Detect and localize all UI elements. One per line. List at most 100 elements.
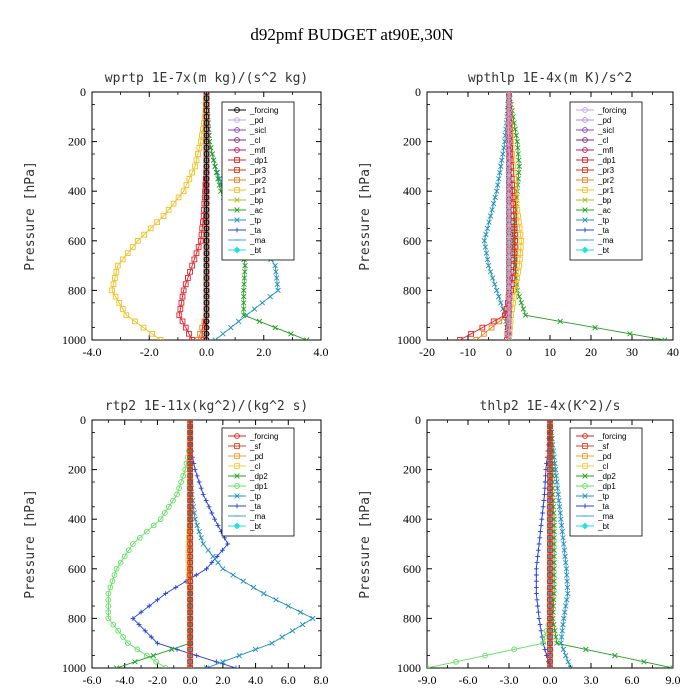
data-point xyxy=(187,454,193,461)
x-tick-label: 4.0 xyxy=(314,345,329,359)
series-ac xyxy=(506,92,668,340)
legend-entry: _dp1 xyxy=(228,156,268,165)
data-point xyxy=(557,510,563,516)
legend-entry: _tp xyxy=(228,216,262,225)
data-point xyxy=(110,621,117,628)
legend-marker xyxy=(234,187,240,193)
data-point xyxy=(162,665,169,668)
data-point xyxy=(187,547,193,554)
data-point xyxy=(250,584,257,591)
data-point xyxy=(511,231,518,238)
data-point xyxy=(115,627,122,634)
data-point xyxy=(166,503,172,510)
data-point xyxy=(213,659,219,665)
data-point xyxy=(203,275,210,281)
legend-label: _tp xyxy=(249,492,262,501)
x-tick-label: 8.0 xyxy=(314,673,329,687)
data-point xyxy=(564,584,571,591)
data-point xyxy=(187,528,193,535)
data-point xyxy=(547,652,553,659)
data-point xyxy=(520,306,527,312)
legend-entry: _ta xyxy=(576,226,610,235)
data-point xyxy=(187,665,193,668)
legend-marker xyxy=(582,197,588,203)
legend-label: _tp xyxy=(249,216,262,225)
data-point xyxy=(192,467,198,472)
data-point xyxy=(557,318,563,325)
data-point xyxy=(216,182,223,188)
data-point xyxy=(148,634,154,640)
data-point xyxy=(509,182,515,188)
x-tick-label: -6.0 xyxy=(83,673,102,687)
data-point xyxy=(516,163,522,170)
legend-label: _pr1 xyxy=(597,186,615,195)
data-point xyxy=(522,312,529,318)
data-point xyxy=(105,609,112,616)
data-point xyxy=(537,622,543,627)
legend-marker xyxy=(581,246,589,254)
data-point xyxy=(251,306,258,312)
data-point xyxy=(203,206,210,213)
data-point xyxy=(544,653,549,658)
data-point xyxy=(506,256,512,263)
data-point xyxy=(203,330,210,337)
legend-marker xyxy=(582,117,588,123)
data-point xyxy=(500,151,506,157)
data-point xyxy=(130,541,136,547)
data-point xyxy=(513,132,519,139)
data-point xyxy=(230,572,236,578)
data-point xyxy=(203,244,210,250)
legend-label: _bt xyxy=(249,246,262,255)
data-point xyxy=(506,95,512,102)
data-point xyxy=(105,596,112,603)
data-point xyxy=(285,603,292,609)
data-point xyxy=(240,578,247,584)
data-point xyxy=(517,231,524,238)
data-point xyxy=(203,151,210,157)
data-point xyxy=(240,312,247,318)
data-point xyxy=(236,652,242,659)
data-point xyxy=(187,578,193,585)
data-point xyxy=(499,157,505,163)
data-point xyxy=(558,634,565,640)
data-point xyxy=(547,541,553,547)
figure-title: d92pmf BUDGET at90E,30N xyxy=(250,25,453,44)
data-point xyxy=(547,590,553,597)
y-tick-label: 0 xyxy=(415,85,421,99)
data-point xyxy=(212,163,218,170)
legend-entry: _pr3 xyxy=(576,166,615,175)
data-point xyxy=(160,213,167,219)
data-point xyxy=(542,492,547,497)
y-tick-label: 0 xyxy=(80,85,86,99)
data-point xyxy=(533,566,539,572)
x-tick-label: -2.0 xyxy=(140,345,159,359)
data-point xyxy=(547,497,553,504)
data-point xyxy=(187,621,193,628)
data-point xyxy=(538,523,544,528)
data-point xyxy=(506,237,512,244)
data-point xyxy=(511,225,518,232)
data-point xyxy=(134,237,141,244)
data-point xyxy=(170,200,177,207)
data-point xyxy=(512,126,518,132)
data-point xyxy=(506,244,512,250)
legend-entry: _ma xyxy=(228,512,266,521)
legend-label: _cl xyxy=(249,462,260,471)
data-point xyxy=(535,554,541,559)
data-point xyxy=(203,665,210,668)
x-tick-label: -10 xyxy=(460,345,476,359)
legend-entry: _dp2 xyxy=(228,472,268,481)
y-tick-label: 1000 xyxy=(397,333,421,347)
data-point xyxy=(555,491,561,498)
legend-entry: _pr1 xyxy=(576,186,615,195)
data-point xyxy=(203,194,210,201)
data-point xyxy=(491,281,498,287)
data-point xyxy=(187,646,193,653)
data-point xyxy=(497,169,503,176)
data-point xyxy=(547,448,553,454)
x-tick-label: 4.0 xyxy=(248,673,263,687)
data-point xyxy=(273,597,279,603)
data-point xyxy=(547,491,553,498)
y-tick-label: 400 xyxy=(68,184,86,198)
data-point xyxy=(547,441,553,448)
